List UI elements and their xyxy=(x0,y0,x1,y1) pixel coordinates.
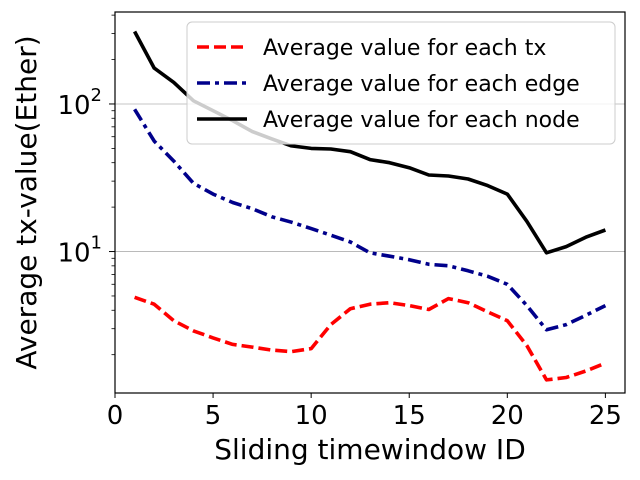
legend-label: Average value for each edge xyxy=(263,72,580,97)
x-tick-label: 0 xyxy=(107,401,124,431)
legend: Average value for each tx Average value f… xyxy=(186,21,616,145)
series-line xyxy=(134,295,607,382)
y-axis-ticks: 101 102 xyxy=(57,14,115,356)
x-tick-label: 20 xyxy=(491,401,524,431)
y-axis-label: Average tx-value(Ether) xyxy=(10,35,43,369)
x-tick-label: 25 xyxy=(589,401,622,431)
y-tick-label: 102 xyxy=(57,85,102,121)
plot-frame xyxy=(114,11,626,394)
x-tick-label: 10 xyxy=(295,401,328,431)
series-line xyxy=(133,108,607,332)
x-axis-label: Sliding timewindow ID xyxy=(214,433,526,466)
legend-box xyxy=(186,21,616,145)
legend-label: Average value for each tx xyxy=(263,36,546,61)
x-axis-ticks: 0 5 10 15 20 25 xyxy=(107,393,622,431)
x-tick-label: 5 xyxy=(205,401,222,431)
legend-label: Average value for each node xyxy=(263,108,580,133)
y-tick-label: 101 xyxy=(57,233,102,269)
x-tick-label: 15 xyxy=(393,401,426,431)
